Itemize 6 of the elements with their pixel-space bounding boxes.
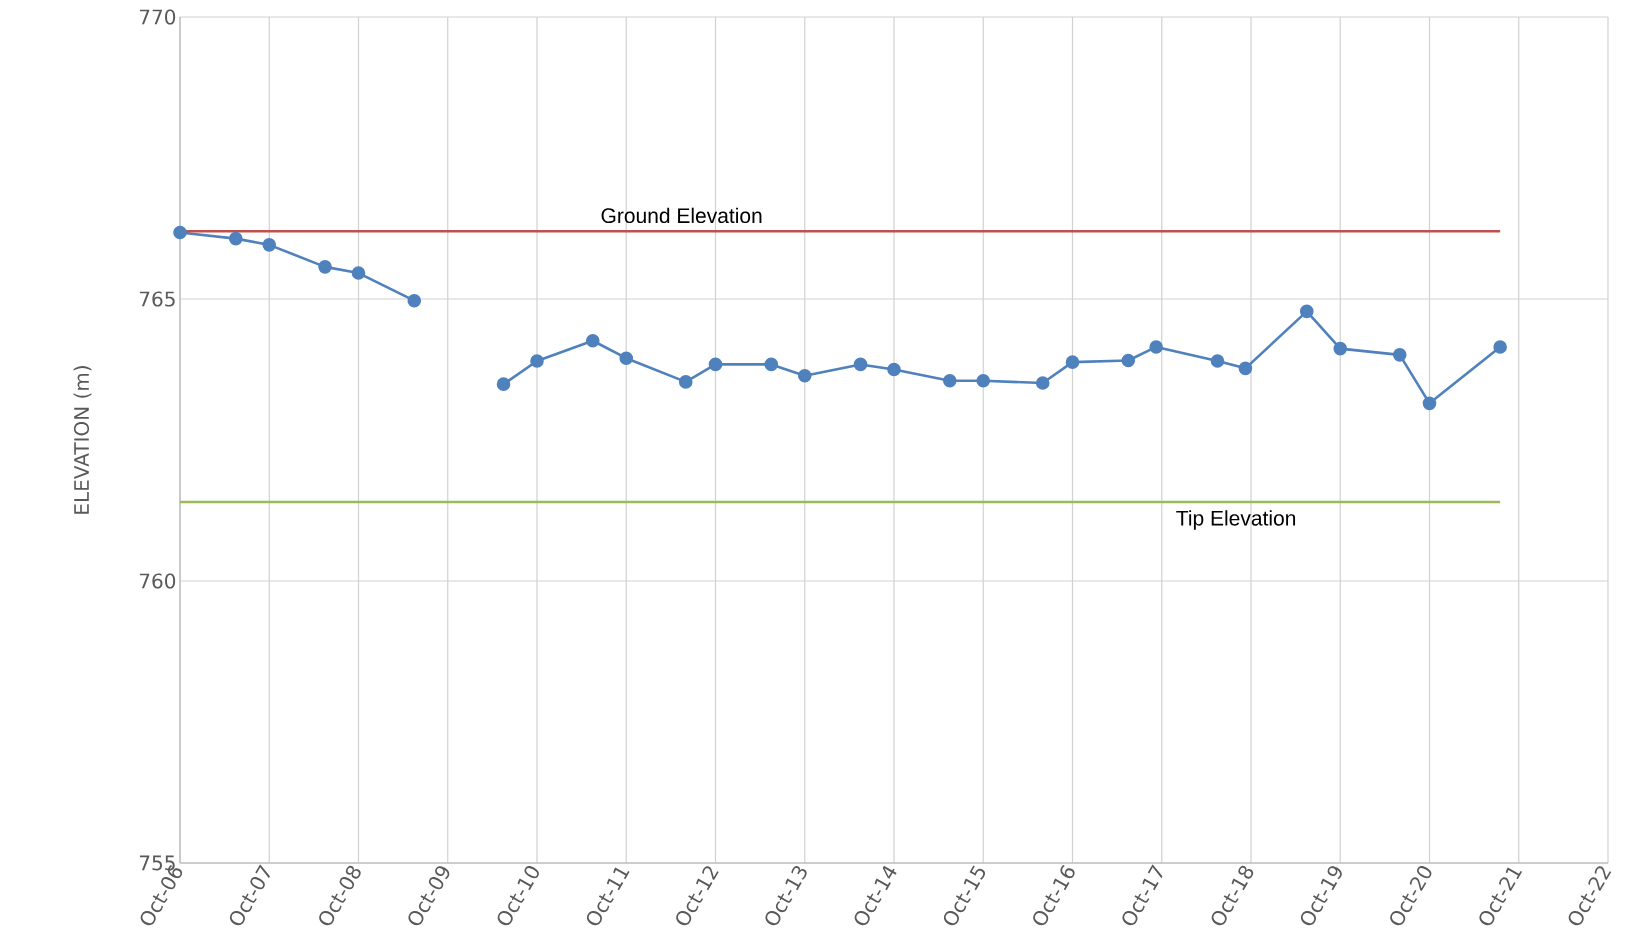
y-tick-label: 765	[139, 291, 175, 307]
y-tick-label: 760	[139, 573, 176, 589]
series-label: Tip Elevation	[1176, 510, 1296, 530]
y-tick-label: 770	[139, 9, 176, 25]
y-axis-title: ELEVATION (m)	[73, 366, 92, 514]
series-label: Ground Elevation	[601, 207, 762, 224]
